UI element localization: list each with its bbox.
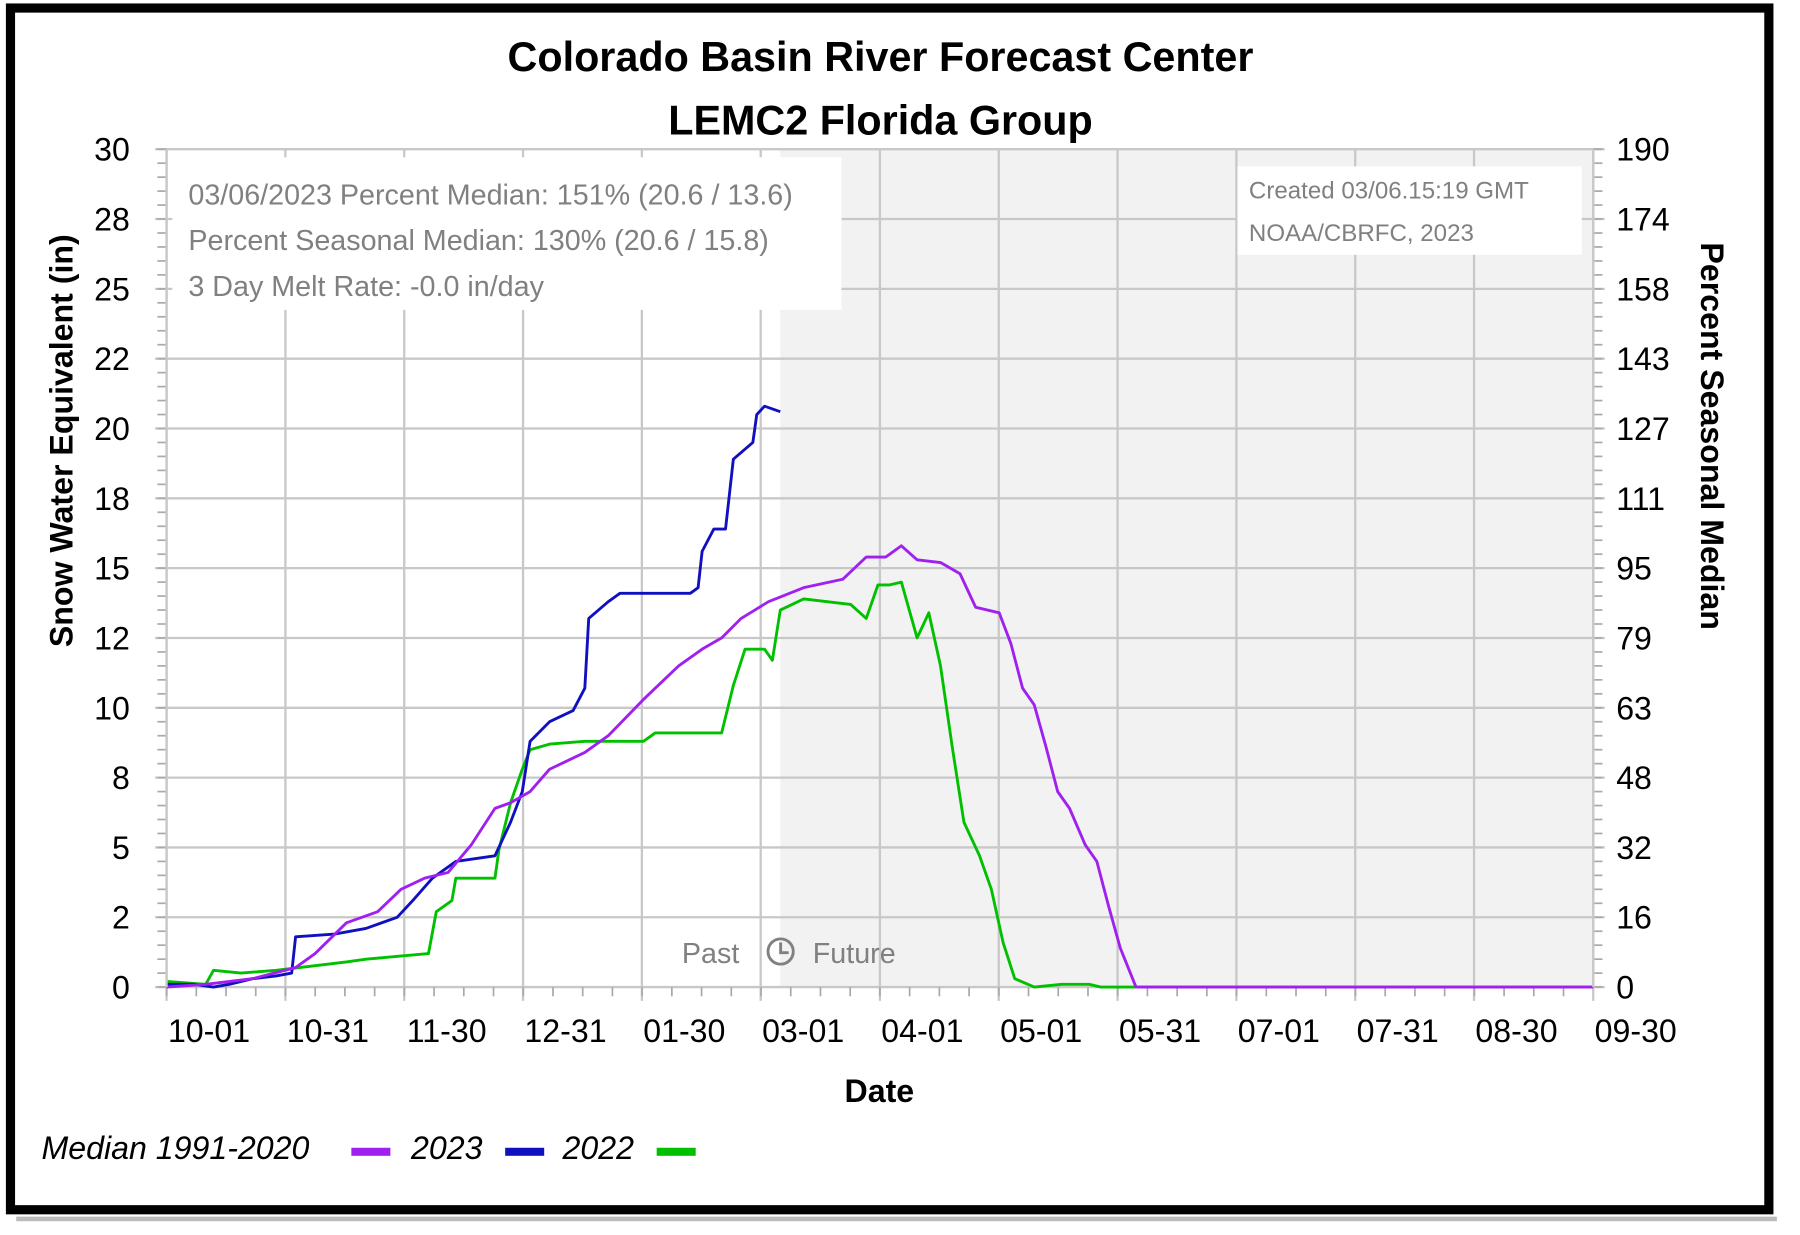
x-tick-label: 12-31 (524, 1013, 606, 1049)
y-tick-label: 18 (94, 481, 130, 517)
y-axis-label: Snow Water Equivalent (in) (43, 234, 79, 647)
y-tick-label: 2 (112, 900, 130, 936)
y-tick-label: 5 (112, 830, 130, 866)
series-line-2022 (166, 580, 1594, 989)
credit-box (1237, 166, 1582, 255)
y2-tick-label: 0 (1616, 970, 1634, 1006)
y-tick-label: 15 (94, 551, 130, 587)
x-axis-label: Date (845, 1073, 915, 1109)
plot-area: 0 0 2 16 5 32 8 48 10 63 12 79 15 95 18 111 20 127 22 143 25… (94, 132, 1677, 1049)
x-tick-label: 07-31 (1357, 1013, 1439, 1049)
x-tick-label: 07-01 (1238, 1013, 1320, 1049)
credit-line: NOAA/CBRFC, 2023 (1249, 220, 1474, 247)
legend-swatch-2022 (656, 1147, 696, 1156)
y-tick-label: 10 (94, 690, 130, 726)
info-box (172, 157, 842, 310)
x-tick-label: 04-01 (881, 1013, 963, 1049)
y2-tick-label: 48 (1616, 760, 1652, 796)
chart-subtitle: LEMC2 Florida Group (668, 97, 1092, 143)
y2-tick-label: 127 (1616, 411, 1670, 447)
legend-label-2023: 2023 (410, 1130, 483, 1166)
x-tick-label: 05-31 (1119, 1013, 1201, 1049)
legend: Median 1991-2020 2023 2022 (41, 1130, 696, 1166)
y-tick-label: 25 (94, 271, 130, 307)
y2-tick-label: 111 (1616, 481, 1665, 517)
x-tick-label: 08-30 (1475, 1013, 1557, 1049)
y2-tick-label: 32 (1616, 830, 1652, 866)
x-tick-label: 03-01 (762, 1013, 844, 1049)
legend-swatch-2023 (505, 1147, 545, 1156)
past-label: Past (682, 938, 739, 970)
y2-tick-label: 95 (1616, 551, 1652, 587)
y-tick-label: 8 (112, 760, 130, 796)
legend-label-median: Median 1991-2020 (41, 1130, 309, 1166)
info-line: 3 Day Melt Rate: -0.0 in/day (188, 271, 544, 303)
y-tick-label: 22 (94, 341, 130, 377)
series-line-2023 (166, 404, 781, 989)
x-tick-label: 05-01 (1000, 1013, 1082, 1049)
x-tick-label: 01-30 (643, 1013, 725, 1049)
credit-line: Created 03/06.15:19 GMT (1249, 178, 1529, 205)
legend-swatch-median (351, 1147, 391, 1156)
y-tick-label: 30 (94, 132, 130, 168)
clock-hands (779, 942, 789, 955)
x-tick-label: 11-30 (407, 1013, 487, 1049)
y2-tick-label: 16 (1616, 900, 1652, 936)
info-line: Percent Seasonal Median: 130% (20.6 / 15… (188, 225, 769, 257)
clock-icon (766, 937, 795, 966)
y-tick-label: 12 (94, 620, 130, 656)
legend-label-2022: 2022 (562, 1130, 635, 1166)
series-line-median-1991-2020 (166, 544, 1594, 989)
chart-title: Colorado Basin River Forecast Center (508, 34, 1254, 80)
y2-tick-label: 158 (1616, 271, 1670, 307)
x-tick-label: 10-31 (287, 1013, 369, 1049)
y-tick-label: 0 (112, 970, 130, 1006)
x-tick-label: 09-30 (1595, 1013, 1677, 1049)
y2-tick-label: 63 (1616, 690, 1652, 726)
y2-tick-label: 174 (1616, 202, 1670, 238)
y2-tick-label: 143 (1616, 341, 1670, 377)
clock-face (766, 937, 795, 966)
future-label: Future (813, 938, 896, 970)
y2-tick-label: 190 (1616, 132, 1670, 168)
y-tick-label: 20 (94, 411, 130, 447)
y-tick-label: 28 (94, 202, 130, 238)
x-tick-label: 10-01 (168, 1013, 250, 1049)
y2-tick-label: 79 (1616, 620, 1652, 656)
info-line: 03/06/2023 Percent Median: 151% (20.6 / … (188, 179, 792, 211)
y2-axis-label: Percent Seasonal Median (1694, 242, 1730, 629)
